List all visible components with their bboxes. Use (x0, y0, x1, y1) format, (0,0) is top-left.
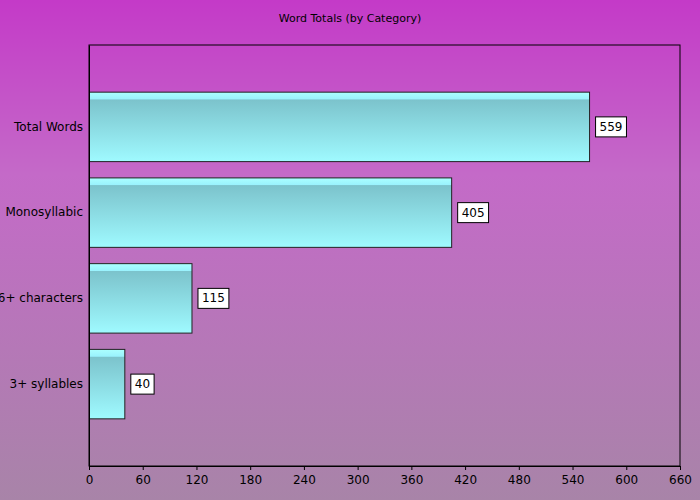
x-tick-label: 480 (508, 473, 531, 487)
x-tick-label: 540 (562, 473, 585, 487)
x-tick-label: 180 (239, 473, 262, 487)
bar (89, 264, 192, 333)
x-tick-mark (626, 466, 627, 470)
x-tick-label: 660 (669, 473, 692, 487)
y-tick-label: Total Words (13, 120, 83, 134)
x-tick-mark (250, 466, 251, 470)
x-tick-label: 0 (86, 473, 94, 487)
x-tick-mark (196, 466, 197, 470)
y-tick: Monosyllabic (5, 205, 89, 219)
x-tick-mark (304, 466, 305, 470)
x-tick-mark (358, 466, 359, 470)
bars (89, 92, 590, 419)
y-tick-label: 6+ characters (0, 291, 83, 305)
data-label-box: 40 (131, 374, 154, 394)
y-tick: 3+ syllables (10, 377, 89, 391)
data-label: 115 (202, 291, 225, 305)
x-axis-line (90, 467, 681, 471)
chart: Word Totals (by Category) 559 405 115 40 0 60 1… (0, 0, 700, 500)
data-label-background (131, 374, 154, 394)
data-label-background (596, 117, 627, 137)
x-tick-mark (519, 466, 520, 470)
data-label-background (198, 288, 229, 308)
data-labels: 559 405 115 40 (131, 117, 627, 394)
y-axis-line (89, 46, 90, 467)
bar (89, 92, 590, 161)
y-tick-label: Monosyllabic (5, 205, 83, 219)
x-tick-mark (465, 466, 466, 470)
x-tick-mark (89, 466, 90, 470)
data-label-box: 115 (198, 288, 229, 308)
bar (89, 349, 125, 418)
background (0, 0, 700, 500)
x-tick: 360 (400, 466, 423, 487)
y-axis: Total Words Monosyllabic 6+ characters 3+ s… (0, 46, 90, 467)
x-tick: 240 (293, 466, 316, 487)
y-tick: 6+ characters (0, 291, 89, 305)
y-tick-label: 3+ syllables (10, 377, 83, 391)
data-label-box: 559 (596, 117, 627, 137)
x-tick-mark (680, 466, 681, 470)
data-label: 40 (135, 377, 150, 391)
title: Word Totals (by Category) (279, 12, 422, 25)
data-label: 559 (600, 120, 623, 134)
x-tick: 480 (508, 466, 531, 487)
data-label: 405 (462, 206, 485, 220)
data-label-box: 405 (458, 203, 489, 223)
x-tick: 420 (454, 466, 477, 487)
x-tick-label: 240 (293, 473, 316, 487)
x-tick: 0 (86, 466, 94, 487)
x-tick: 60 (136, 466, 151, 487)
x-tick-label: 120 (186, 473, 209, 487)
y-tick: Total Words (13, 120, 89, 134)
x-axis: 0 60 120 180 240 300 360 420 480 540 600 660 (86, 466, 692, 487)
x-tick: 660 (669, 466, 692, 487)
x-tick-label: 300 (347, 473, 370, 487)
x-tick-mark (411, 466, 412, 470)
bar (89, 178, 452, 247)
x-tick: 600 (615, 466, 638, 487)
x-tick-mark (573, 466, 574, 470)
plot-frame (89, 45, 680, 466)
data-label-background (458, 203, 489, 223)
x-tick-mark (143, 466, 144, 470)
x-tick-label: 360 (400, 473, 423, 487)
x-tick-label: 600 (615, 473, 638, 487)
x-tick: 540 (562, 466, 585, 487)
x-tick-label: 60 (136, 473, 151, 487)
x-tick: 120 (186, 466, 209, 487)
x-tick: 180 (239, 466, 262, 487)
x-tick: 300 (347, 466, 370, 487)
x-tick-label: 420 (454, 473, 477, 487)
